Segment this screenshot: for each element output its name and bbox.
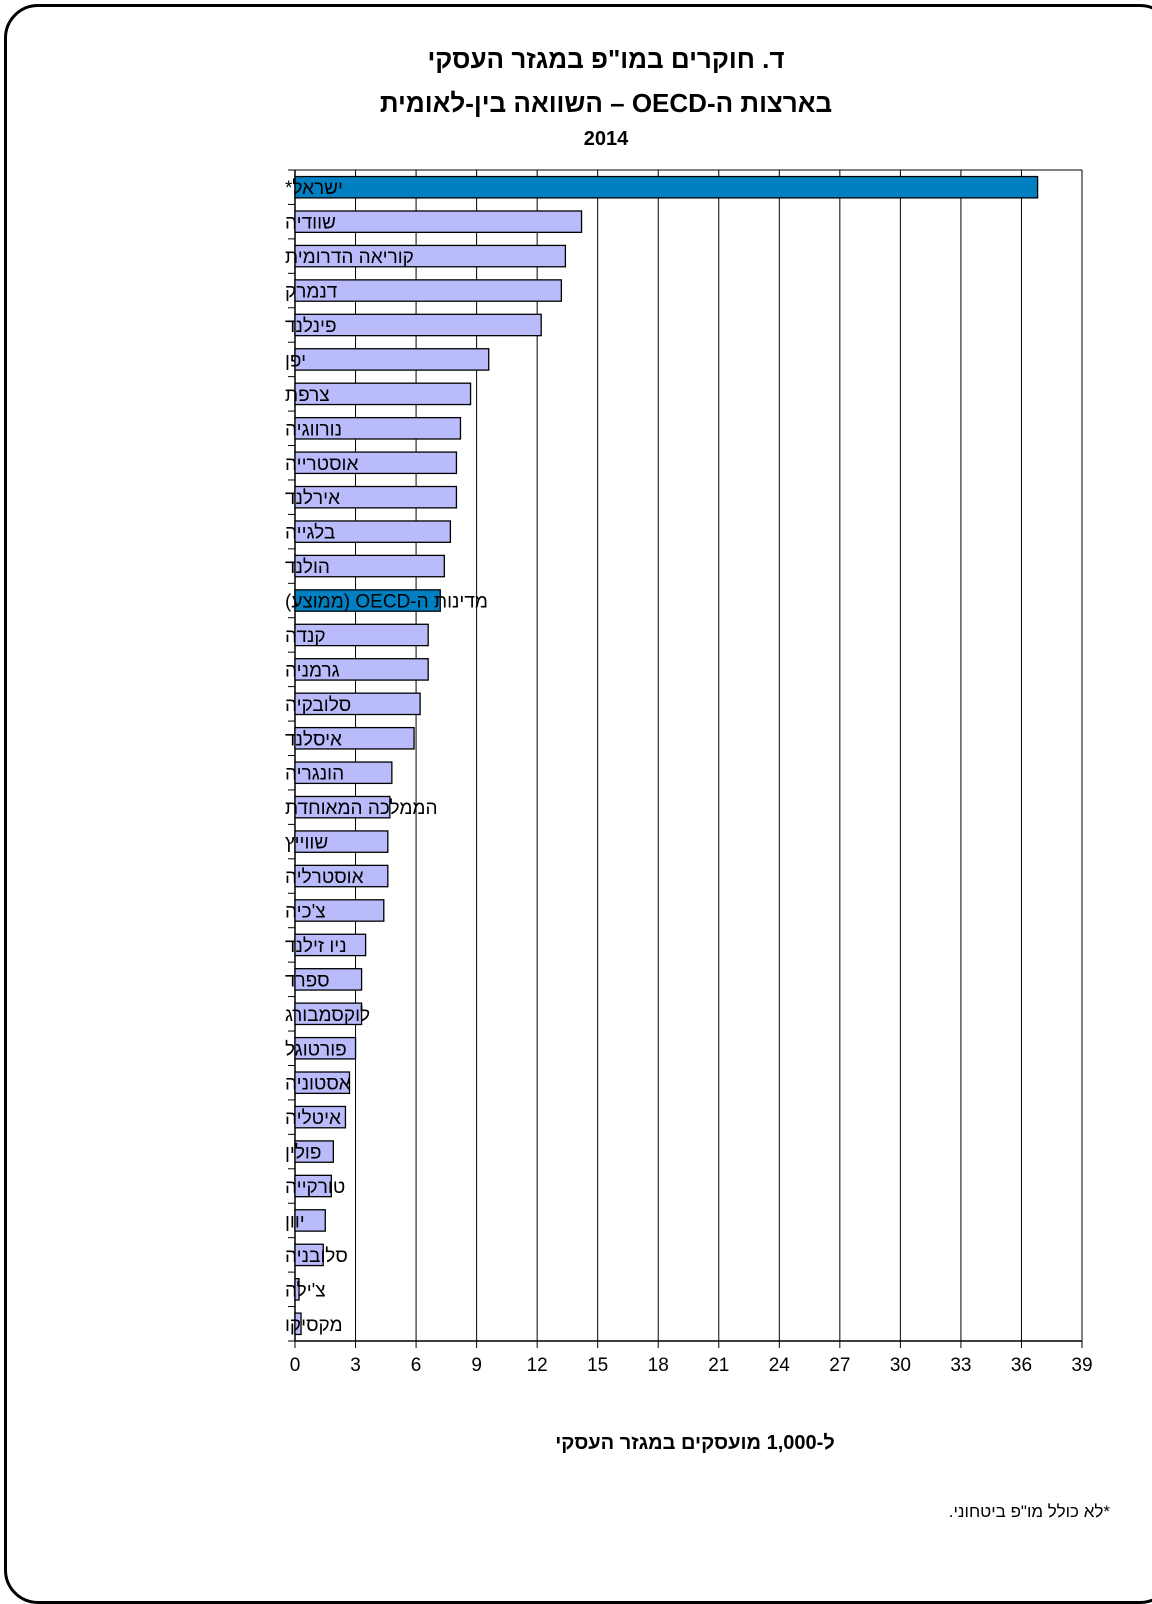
bar (294, 1002, 363, 1026)
category-label: יוון (285, 1211, 305, 1232)
bar (294, 864, 389, 888)
category-label: פולין (285, 1143, 321, 1164)
bar (294, 520, 452, 543)
bar (294, 1071, 351, 1095)
bar (294, 795, 391, 819)
bar (294, 451, 458, 475)
category-label: קוריאה הדרומית (285, 247, 414, 268)
category-label: דנמרק (285, 282, 338, 303)
category-label: פינלנד (285, 316, 337, 337)
bar (294, 1243, 324, 1267)
category-label: יפן (285, 350, 306, 371)
bar (294, 1312, 302, 1336)
x-tick-label: 39 (1071, 1355, 1092, 1376)
footnote: *לא כולל מו"פ ביטחוני. (948, 1502, 1110, 1521)
bar (294, 313, 542, 337)
category-label: אירלנד (285, 488, 340, 509)
category-label: צרפת (285, 385, 330, 406)
bar (294, 1140, 334, 1163)
x-tick-label: 0 (290, 1355, 301, 1376)
category-label: מקסיקו (285, 1315, 343, 1336)
category-label: ניו זילנד (285, 936, 347, 957)
bar (294, 589, 441, 612)
bar (294, 726, 415, 750)
bar (294, 348, 490, 371)
bar (294, 1209, 326, 1232)
bar-chart: 0 3 6 9 12 15 18 21 24 27 30 33 36 39ישראל*שוודיהקורי… (285, 169, 1093, 1376)
bar (294, 485, 458, 509)
x-axis-title: ל-1,000 מועסקים במגזר העסקי (555, 1432, 835, 1454)
x-tick-label: 3 (350, 1355, 361, 1376)
category-label: איסלנד (285, 729, 342, 750)
category-label: ישראל* (285, 178, 343, 199)
bar (294, 1105, 347, 1129)
category-label: טורקייה (285, 1177, 345, 1198)
bar (294, 658, 429, 681)
bar (294, 623, 429, 647)
category-label: הונגריה (285, 764, 344, 785)
chart-title-line1: ד. חוקרים במו"פ במגזר העסקי (427, 44, 785, 74)
category-label: בלגייה (285, 523, 335, 544)
bar (294, 830, 389, 853)
x-tick-label: 21 (708, 1355, 729, 1376)
x-tick-label: 30 (890, 1355, 911, 1376)
bar (294, 244, 567, 268)
category-label: סלובקיה (285, 695, 351, 716)
category-label: לוקסמבורג (285, 1005, 370, 1026)
bar (294, 1278, 300, 1301)
category-label: שווייץ (285, 833, 328, 854)
category-label: איטליה (285, 1108, 341, 1129)
x-tick-label: 6 (411, 1355, 422, 1376)
bar (294, 554, 445, 578)
bar (294, 1174, 332, 1198)
category-label: שוודיה (285, 213, 336, 234)
bar (294, 210, 583, 233)
category-label: מדינות ה-OECD (ממוצע) (285, 592, 488, 613)
bar (294, 175, 1039, 199)
category-label: צ'כיה (285, 901, 326, 922)
category-label: ספרד (285, 970, 330, 991)
bar (294, 416, 462, 440)
x-tick-label: 9 (471, 1355, 482, 1376)
category-label: נורווגיה (285, 419, 342, 440)
x-tick-label: 18 (648, 1355, 669, 1376)
category-label: הולנד (285, 557, 330, 578)
bar (294, 382, 472, 406)
bar (294, 761, 393, 785)
x-tick-label: 36 (1011, 1355, 1032, 1376)
bar (294, 899, 385, 922)
chart-title-year: 2014 (583, 128, 629, 150)
category-label: צ'ילה (285, 1280, 326, 1301)
bar (294, 933, 367, 957)
category-label: אסטוניה (285, 1074, 351, 1095)
category-label: גרמניה (285, 660, 340, 681)
bar (294, 968, 363, 991)
category-label: קנדה (285, 626, 326, 647)
bar (294, 1036, 357, 1060)
x-tick-label: 12 (527, 1355, 548, 1376)
x-tick-label: 15 (587, 1355, 608, 1376)
bar (294, 692, 421, 716)
x-tick-label: 24 (769, 1355, 791, 1376)
category-label: הממלכה המאוחדת (285, 798, 438, 819)
category-label: אוסטרליה (285, 867, 364, 888)
category-label: אוסטרייה (285, 454, 358, 475)
bar (294, 279, 563, 302)
category-label: סלובניה (285, 1246, 348, 1267)
x-tick-label: 33 (950, 1355, 971, 1376)
x-tick-label: 27 (829, 1355, 850, 1376)
chart-title-line2: בארצות ה-OECD – השוואה בין-לאומית (379, 88, 833, 118)
category-label: פורטוגל (285, 1039, 347, 1060)
